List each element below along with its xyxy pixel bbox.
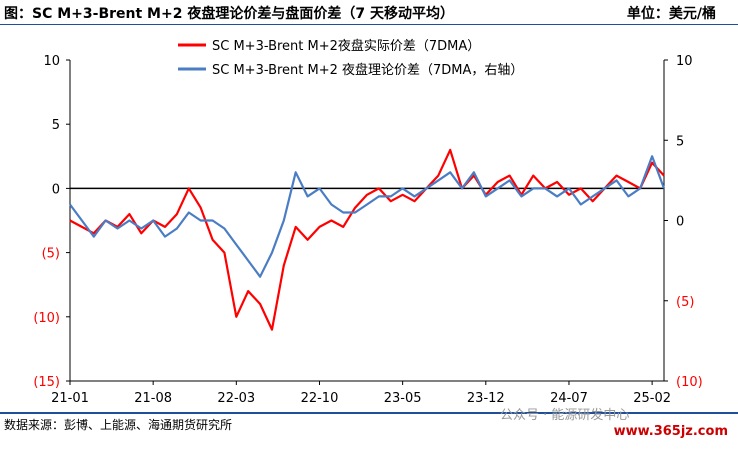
axes: 10 5 0 (5) (10) (15) 10 5 0 (5) (10) 21-01 21-08 22-0… xyxy=(33,54,702,406)
y-right-tick-label: (10) xyxy=(676,375,703,390)
watermark: 公众号 · 能源研发中心 xyxy=(500,408,630,423)
unit-label: 单位：美元/桶 xyxy=(626,6,716,22)
legend-label: SC M+3-Brent M+2 夜盘理论价差（7DMA，右轴） xyxy=(212,62,523,78)
y-left-tick-label: 10 xyxy=(43,54,60,69)
site-watermark: www.365jz.com xyxy=(613,424,728,439)
x-tick-label: 22-03 xyxy=(217,391,255,406)
data-source: 数据来源：彭博、上能源、海通期货研究所 xyxy=(4,418,233,432)
x-tick-label: 23-12 xyxy=(467,391,505,406)
x-tick-label: 21-01 xyxy=(51,391,89,406)
x-tick-label: 24-07 xyxy=(550,391,588,406)
chart-title: 图：SC M+3-Brent M+2 夜盘理论价差与盘面价差（7 天移动平均） xyxy=(4,6,454,22)
title-bar: 图：SC M+3-Brent M+2 夜盘理论价差与盘面价差（7 天移动平均） … xyxy=(0,0,738,25)
y-left-tick-label: 5 xyxy=(52,118,60,133)
x-tick-label: 22-10 xyxy=(301,391,339,406)
x-tick-label: 25-02 xyxy=(633,391,671,406)
chart-svg: 10 5 0 (5) (10) (15) 10 5 0 (5) (10) 21-01 21-08 22-0… xyxy=(33,38,702,406)
legend-label: SC M+3-Brent M+2夜盘实际价差（7DMA） xyxy=(212,38,480,54)
y-right-tick-label: (5) xyxy=(676,295,694,310)
x-tick-label: 21-08 xyxy=(134,391,172,406)
y-left-tick-label: (15) xyxy=(33,375,60,390)
series-line-theory xyxy=(69,155,666,278)
legend: SC M+3-Brent M+2夜盘实际价差（7DMA） SC M+3-Brent… xyxy=(178,38,523,78)
x-tick-label: 23-05 xyxy=(384,391,422,406)
y-left-tick-label: (10) xyxy=(33,311,60,326)
series-line-actual xyxy=(69,148,665,331)
series-lines xyxy=(69,148,666,331)
y-right-tick-label: 0 xyxy=(676,215,684,230)
y-right-tick-label: 5 xyxy=(676,134,684,149)
source-divider xyxy=(0,412,738,414)
y-right-tick-label: 10 xyxy=(676,54,693,69)
y-left-tick-label: 0 xyxy=(52,182,60,197)
y-left-tick-label: (5) xyxy=(42,247,60,262)
